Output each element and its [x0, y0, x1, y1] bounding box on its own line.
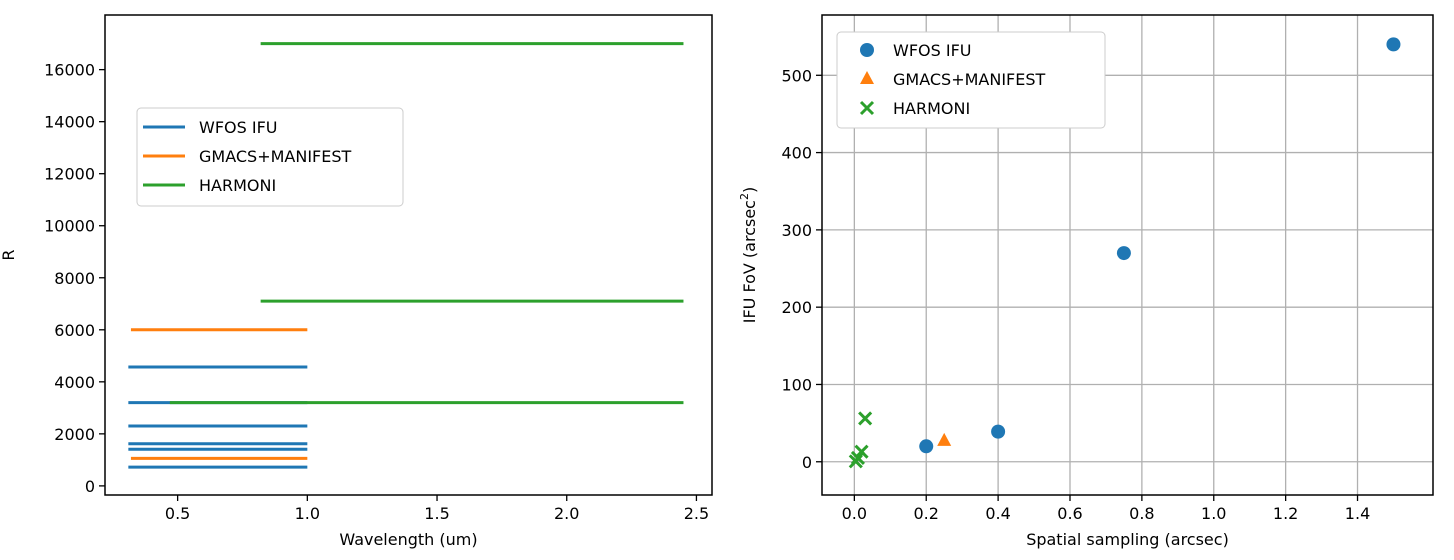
x-tick-label: 1.0	[295, 504, 320, 523]
data-point	[1116, 246, 1131, 261]
y-axis-label: R	[0, 249, 18, 260]
data-point	[854, 444, 869, 459]
legend-label: GMACS+MANIFEST	[893, 70, 1046, 89]
x-tick-label: 1.5	[424, 504, 449, 523]
legend-label: WFOS IFU	[893, 41, 972, 60]
data-point	[1386, 37, 1401, 52]
x-tick-label: 0.6	[1057, 504, 1082, 523]
y-tick-label: 8000	[54, 269, 95, 288]
legend: WFOS IFU GMACS+MANIFEST HARMONI	[836, 31, 1106, 129]
x-tick-label: 0.5	[165, 504, 190, 523]
legend-label: WFOS IFU	[199, 118, 278, 137]
chart-1: 0.0 0.2 0.4 0.6 0.8 1.0 1.2 1.4 0 100 200 300 400 500…	[738, 14, 1434, 549]
x-tick-label: 2.0	[554, 504, 579, 523]
x-tick-label: 0.4	[985, 504, 1010, 523]
y-tick-label: 10000	[44, 217, 95, 236]
y-tick-label: 200	[781, 298, 812, 317]
legend-label: GMACS+MANIFEST	[199, 147, 352, 166]
y-axis-label: IFU FoV (arcsec2)	[738, 187, 759, 323]
y-tick-label: 400	[781, 144, 812, 163]
legend-marker	[860, 71, 874, 84]
y-tick-label: 0	[802, 453, 812, 472]
x-tick-label: 1.0	[1201, 504, 1226, 523]
x-tick-label: 0.8	[1129, 504, 1154, 523]
chart-0: 0.5 1.0 1.5 2.0 2.5 0 2000 4000 6000 8000 10000 120…	[0, 14, 713, 549]
y-tick-label: 12000	[44, 165, 95, 184]
x-tick-label: 1.4	[1345, 504, 1370, 523]
legend-marker	[860, 43, 874, 57]
y-tick-label: 300	[781, 221, 812, 240]
y-tick-label: 2000	[54, 425, 95, 444]
axes-frame	[104, 14, 713, 496]
data-point	[919, 439, 934, 454]
x-tick-label: 1.2	[1273, 504, 1298, 523]
data-point	[858, 411, 873, 426]
legend-marker	[859, 100, 875, 116]
y-tick-label: 500	[781, 66, 812, 85]
data-point	[937, 432, 952, 446]
x-axis-label: Spatial sampling (arcsec)	[1026, 530, 1229, 549]
x-tick-label: 0.2	[914, 504, 939, 523]
y-tick-label: 6000	[54, 321, 95, 340]
axes-frame	[821, 14, 1434, 496]
y-tick-label: 14000	[44, 113, 95, 132]
y-tick-label: 16000	[44, 61, 95, 80]
x-tick-label: 2.5	[684, 504, 709, 523]
y-tick-label: 4000	[54, 373, 95, 392]
legend-label: HARMONI	[199, 176, 276, 195]
legend: WFOS IFU GMACS+MANIFEST HARMONI	[136, 107, 404, 207]
data-point	[991, 424, 1006, 439]
y-tick-label: 100	[781, 375, 812, 394]
x-tick-label: 0.0	[842, 504, 867, 523]
x-axis-label: Wavelength (um)	[339, 530, 477, 549]
legend-label: HARMONI	[893, 99, 970, 118]
legend-box	[836, 31, 1106, 129]
legend-box	[136, 107, 404, 207]
y-tick-label: 0	[85, 477, 95, 496]
